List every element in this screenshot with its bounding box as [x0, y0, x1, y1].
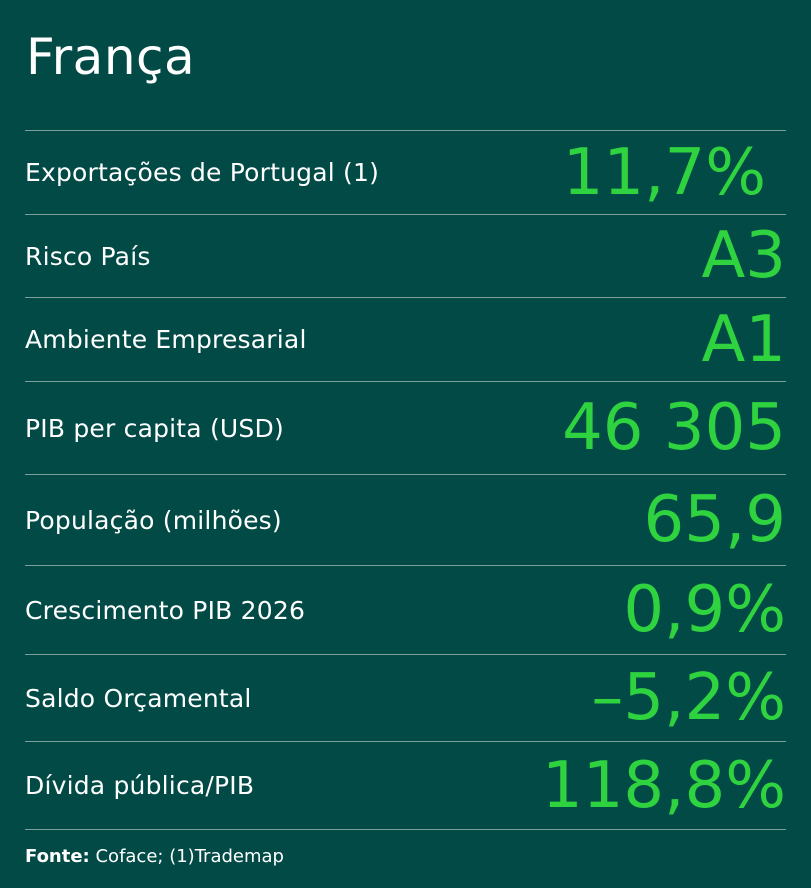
row-value-budget-balance: –5,2%: [591, 661, 786, 735]
row-value-gdp-growth: 0,9%: [623, 573, 786, 647]
row-label-exports: Exportações de Portugal (1): [25, 158, 380, 187]
row-population: População (milhões) 65,9: [25, 474, 786, 565]
row-exports: Exportações de Portugal (1) 11,7%: [25, 130, 786, 214]
row-label-country-risk: Risco País: [25, 241, 151, 271]
row-label-population: População (milhões): [25, 505, 282, 535]
source-label: Fonte:: [25, 846, 90, 867]
row-value-exports: 11,7%: [562, 135, 766, 210]
row-business-environment: Ambiente Empresarial A1: [25, 297, 786, 381]
row-value-gdp-per-capita: 46 305: [562, 391, 786, 465]
row-gdp-per-capita: PIB per capita (USD) 46 305: [25, 381, 786, 474]
row-value-public-debt: 118,8%: [541, 748, 786, 823]
row-value-country-risk: A3: [701, 219, 787, 293]
indicators-table: Exportações de Portugal (1) 11,7% Risco …: [25, 130, 786, 830]
source-text: Coface; (1)Trademap: [89, 846, 284, 867]
row-public-debt: Dívida pública/PIB 118,8%: [25, 741, 786, 830]
page-title: França: [26, 28, 196, 86]
row-label-business-environment: Ambiente Empresarial: [25, 325, 307, 354]
row-label-public-debt: Dívida pública/PIB: [25, 771, 255, 800]
row-budget-balance: Saldo Orçamental –5,2%: [25, 654, 786, 741]
source-footer: Fonte: Coface; (1)Trademap: [25, 846, 284, 867]
row-label-gdp-growth: Crescimento PIB 2026: [25, 595, 306, 625]
row-value-population: 65,9: [643, 483, 787, 557]
row-gdp-growth: Crescimento PIB 2026 0,9%: [25, 565, 786, 654]
row-value-business-environment: A1: [701, 302, 787, 377]
row-label-budget-balance: Saldo Orçamental: [25, 683, 252, 713]
row-label-gdp-per-capita: PIB per capita (USD): [25, 413, 284, 443]
row-country-risk: Risco País A3: [25, 214, 786, 297]
